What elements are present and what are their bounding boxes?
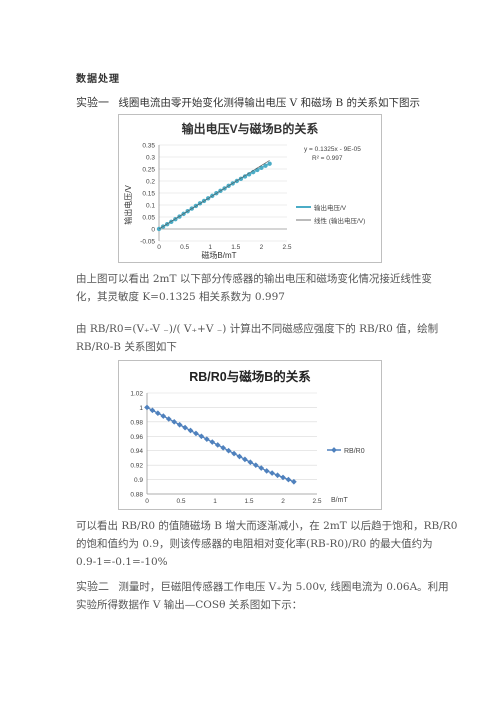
x-tick-label: 2	[260, 244, 264, 251]
legend2-marker	[331, 447, 337, 453]
chart1-svg: 输出电压V与磁场B的关系 输出电压/V 磁场B/mT y = 0.1325x -…	[123, 121, 365, 260]
data-point	[247, 459, 254, 466]
data-point	[263, 163, 268, 168]
y-tick-label: 0.94	[130, 448, 143, 455]
data-point	[258, 465, 265, 471]
para2-line2: RB/R0-B 关系图如下	[76, 341, 177, 353]
y-tick-label: 0.15	[142, 191, 155, 198]
exp1-line: 实验一 线圈电流由零开始变化测得输出电压 V 和磁场 B 的关系如下图示	[76, 94, 420, 112]
data-point	[198, 433, 205, 440]
y-tick-label: 1.02	[130, 391, 143, 398]
y-tick-label: 1	[139, 405, 143, 412]
x-tick-label: 1	[213, 498, 217, 505]
data-point	[269, 470, 275, 476]
y-tick-label: 0.98	[130, 419, 143, 426]
data-point	[165, 416, 172, 422]
data-point	[267, 161, 272, 166]
para2-line1: 由 RB/R0=(V₊-V ₋)/( V₊+V ₋) 计算出不同磁感应强度下的 …	[76, 323, 439, 335]
y-tick-label: 0.1	[146, 203, 155, 210]
para1-line2: 化，其灵敏度 K=0.1325 相关系数为 0.997	[76, 291, 285, 303]
para3-line2: 的饱和值约为 0.9，则该传感器的电阻相对变化率(RB-R0)/R0 的最大值约…	[76, 538, 433, 550]
data-point	[193, 430, 199, 437]
data-point	[209, 439, 216, 445]
exp2-line1: 实验二 测量时，巨磁阻传感器工作电压 V₊为 5.00v, 线圈电流为 0.06…	[76, 578, 449, 596]
data-point	[144, 404, 150, 411]
data-point	[259, 165, 264, 170]
exp2-line2: 实验所得数据作 V 输出—COSθ 关系图如下示：	[76, 599, 303, 611]
exp2-text: 测量时，巨磁阻传感器工作电压 V₊为 5.00v, 线圈电流为 0.06A。利用	[118, 581, 449, 593]
chart2-title: RB/R0与磁场B的关系	[189, 369, 311, 384]
chart2-svg: RB/R0与磁场B的关系 RB/R0 B/mT 1.02 1 0.98 0.96 0.9…	[130, 369, 365, 505]
trend-line	[158, 160, 270, 230]
x-tick-label: 0	[157, 244, 161, 251]
data-point	[149, 407, 156, 414]
chart1-equation: y = 0.1325x - 9E-05	[304, 146, 361, 153]
x-tick-label: 0.5	[180, 244, 189, 251]
data-point	[171, 419, 178, 425]
chart1-ylabel: 输出电压/V	[123, 185, 133, 225]
exp1-label: 实验一	[76, 96, 109, 109]
chart2-xlabel: B/mT	[331, 497, 348, 504]
data-point	[291, 478, 297, 485]
chart-voltage-vs-field: 输出电压V与磁场B的关系 输出电压/V 磁场B/mT y = 0.1325x -…	[118, 114, 382, 263]
chart1-legend-trend: 线性 (输出电压/V)	[314, 216, 365, 225]
y-tick-label: -0.05	[140, 239, 155, 246]
data-point	[263, 468, 270, 474]
x-tick-label: 0	[145, 498, 149, 505]
data-point	[285, 476, 292, 483]
data-point	[155, 410, 161, 417]
data-point	[220, 445, 226, 451]
chart-rb-r0-vs-field: RB/R0与磁场B的关系 RB/R0 B/mT 1.02 1 0.98 0.96 0.9…	[118, 360, 382, 510]
y-tick-label: 0.88	[130, 492, 143, 499]
y-tick-label: 0.96	[130, 434, 143, 441]
data-point	[274, 472, 281, 479]
data-point	[242, 174, 248, 179]
data-point	[231, 450, 237, 457]
data-point	[236, 453, 243, 460]
x-tick-label: 2	[281, 498, 285, 505]
data-point	[225, 447, 232, 454]
data-point	[242, 456, 248, 463]
y-tick-label: 0.35	[142, 143, 155, 150]
exp2-label: 实验二	[76, 580, 109, 593]
chart1-xlabel: 磁场B/mT	[201, 250, 236, 260]
y-tick-label: 0.25	[142, 167, 155, 174]
y-tick-label: 0.3	[146, 155, 155, 162]
x-tick-label: 0.5	[176, 498, 185, 505]
data-point	[176, 421, 183, 428]
data-point	[255, 167, 260, 173]
chart1-r2: R² = 0.997	[312, 155, 343, 162]
y-tick-label: 0.05	[142, 215, 155, 222]
para3-line1: 可以看出 RB/R0 的值随磁场 B 增大而逐渐减小，在 2mT 以后趋于饱和，…	[76, 520, 458, 532]
data-point	[187, 427, 194, 434]
y-tick-label: 0.9	[134, 477, 143, 484]
x-tick-label: 1.5	[231, 244, 240, 251]
y-tick-label: 0.92	[130, 463, 143, 470]
data-point	[182, 424, 188, 431]
x-tick-label: 1	[208, 244, 212, 251]
chart1-legend-series: 输出电压/V	[314, 203, 347, 212]
x-tick-label: 1.5	[244, 498, 253, 505]
para3-line3: 0.9-1=-0.1=-10%	[76, 556, 168, 568]
y-tick-label: 0.2	[146, 179, 155, 186]
chart1-title: 输出电压V与磁场B的关系	[182, 121, 319, 136]
exp1-intro: 线圈电流由零开始变化测得输出电压 V 和磁场 B 的关系如下图示	[118, 97, 420, 109]
data-point	[214, 442, 221, 448]
data-point	[204, 436, 210, 442]
data-point	[252, 462, 259, 468]
data-point	[160, 413, 167, 419]
para1-line1: 由上图可以看出 2mT 以下部分传感器的输出电压和磁场变化情况接近线性变	[76, 273, 432, 285]
chart2-legend: RB/R0	[344, 448, 365, 455]
data-point	[246, 172, 252, 177]
section-heading: 数据处理	[76, 74, 120, 85]
y-tick-label: 0	[151, 227, 155, 234]
x-tick-label: 2.5	[282, 244, 291, 251]
series-line	[146, 406, 295, 483]
x-tick-label: 2.5	[312, 498, 321, 505]
